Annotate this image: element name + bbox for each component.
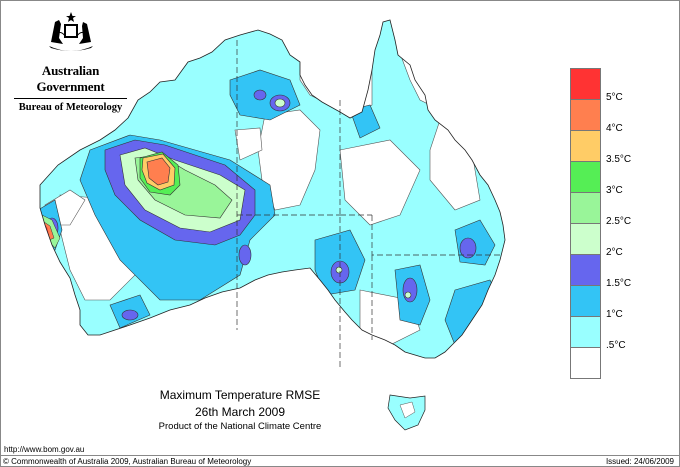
legend-label: 3.5°C <box>606 154 632 165</box>
legend-label: 3°C <box>606 185 623 196</box>
bom-logo: Australian Government Bureau of Meteorol… <box>8 10 133 113</box>
legend-box-2.5-3 <box>570 193 601 224</box>
legend-box-0.5-1 <box>570 317 601 348</box>
coat-of-arms-icon <box>48 12 93 51</box>
map-date: 26th March 2009 <box>194 405 286 419</box>
legend-box-1-1.5 <box>570 286 601 317</box>
legend-box-2-2.5 <box>570 224 601 255</box>
legend-label: 2.5°C <box>606 216 632 227</box>
legend-box-4-5 <box>570 100 601 131</box>
legend-label: 2°C <box>606 247 623 258</box>
logo-divider <box>14 98 127 99</box>
copyright-text: © Commonwealth of Australia 2009, Austra… <box>3 457 252 466</box>
legend-box-3-3.5 <box>570 162 601 193</box>
legend-box-0-0.5 <box>570 348 601 379</box>
color-legend: 5°C 4°C 3.5°C 3°C 2.5°C 2°C 1.5°C 1°C .5… <box>570 68 631 379</box>
agency-name: Bureau of Meteorology <box>18 102 123 113</box>
legend-box-3.5-4 <box>570 131 601 162</box>
map-title: Maximum Temperature RMSE <box>159 388 321 402</box>
legend-label: 5°C <box>606 92 623 103</box>
footer-divider <box>0 455 680 456</box>
map-product: Product of the National Climate Centre <box>158 421 322 432</box>
legend-box-1.5-2 <box>570 255 601 286</box>
legend-label: .5°C <box>606 340 626 351</box>
legend-boxes <box>570 68 601 379</box>
legend-label: 4°C <box>606 123 623 134</box>
legend-label: 1.5°C <box>606 278 632 289</box>
legend-label: 1°C <box>606 309 623 320</box>
government-name: Australian Government <box>36 63 105 94</box>
issued-date: Issued: 24/06/2009 <box>605 457 674 466</box>
legend-box-5-plus <box>570 68 601 100</box>
bom-url-link[interactable]: http://www.bom.gov.au <box>4 445 85 454</box>
